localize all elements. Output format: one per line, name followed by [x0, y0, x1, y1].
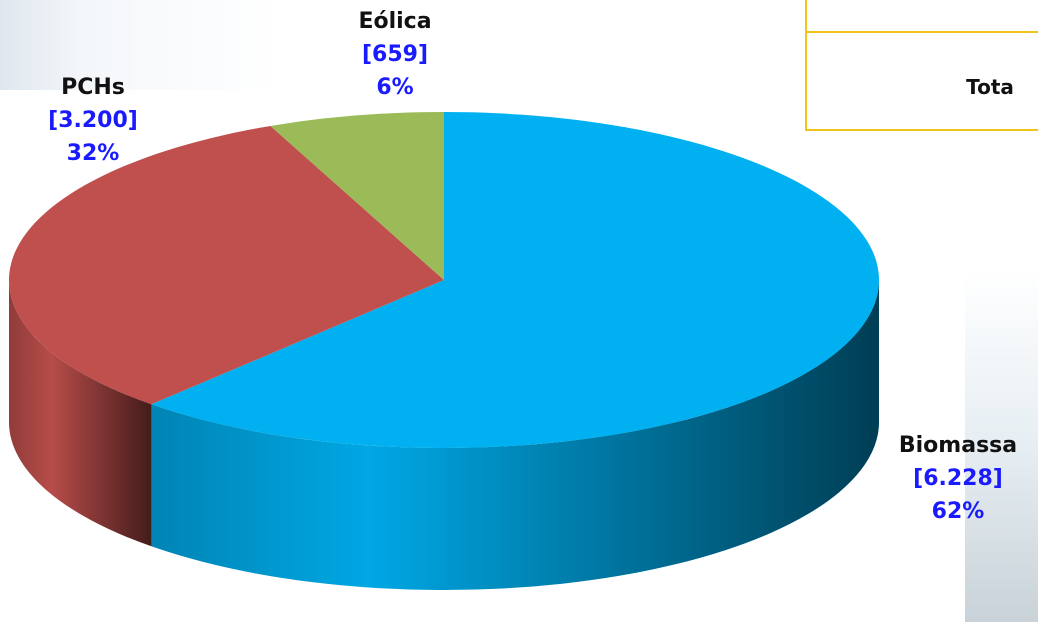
slice-value: [659] — [362, 42, 428, 67]
slice-category: Eólica — [358, 9, 431, 34]
labels: Biomassa [6.228] 62% PCHs [3.200] 32% Eólica [6… — [48, 9, 1017, 524]
slice-side-shade — [9, 280, 152, 547]
slice — [270, 112, 444, 280]
background-wash — [965, 270, 1038, 622]
slice-value: [3.200] — [48, 108, 138, 133]
slice — [151, 112, 879, 449]
slice-percentage: 62% — [932, 499, 985, 524]
slice-value: [6.228] — [913, 466, 1003, 491]
pie — [8, 112, 879, 591]
background-wash — [0, 0, 280, 90]
slice-category: Biomassa — [899, 433, 1017, 458]
table-box — [805, 0, 1038, 131]
slice-percentage: 32% — [67, 141, 120, 166]
slice-side-shade — [151, 280, 879, 591]
table-fragment: Tota — [805, 0, 1038, 131]
slice-category: PCHs — [61, 75, 125, 100]
slice — [8, 125, 445, 405]
table-text: Tota — [966, 75, 1014, 99]
slice-percentage: 6% — [376, 75, 413, 100]
